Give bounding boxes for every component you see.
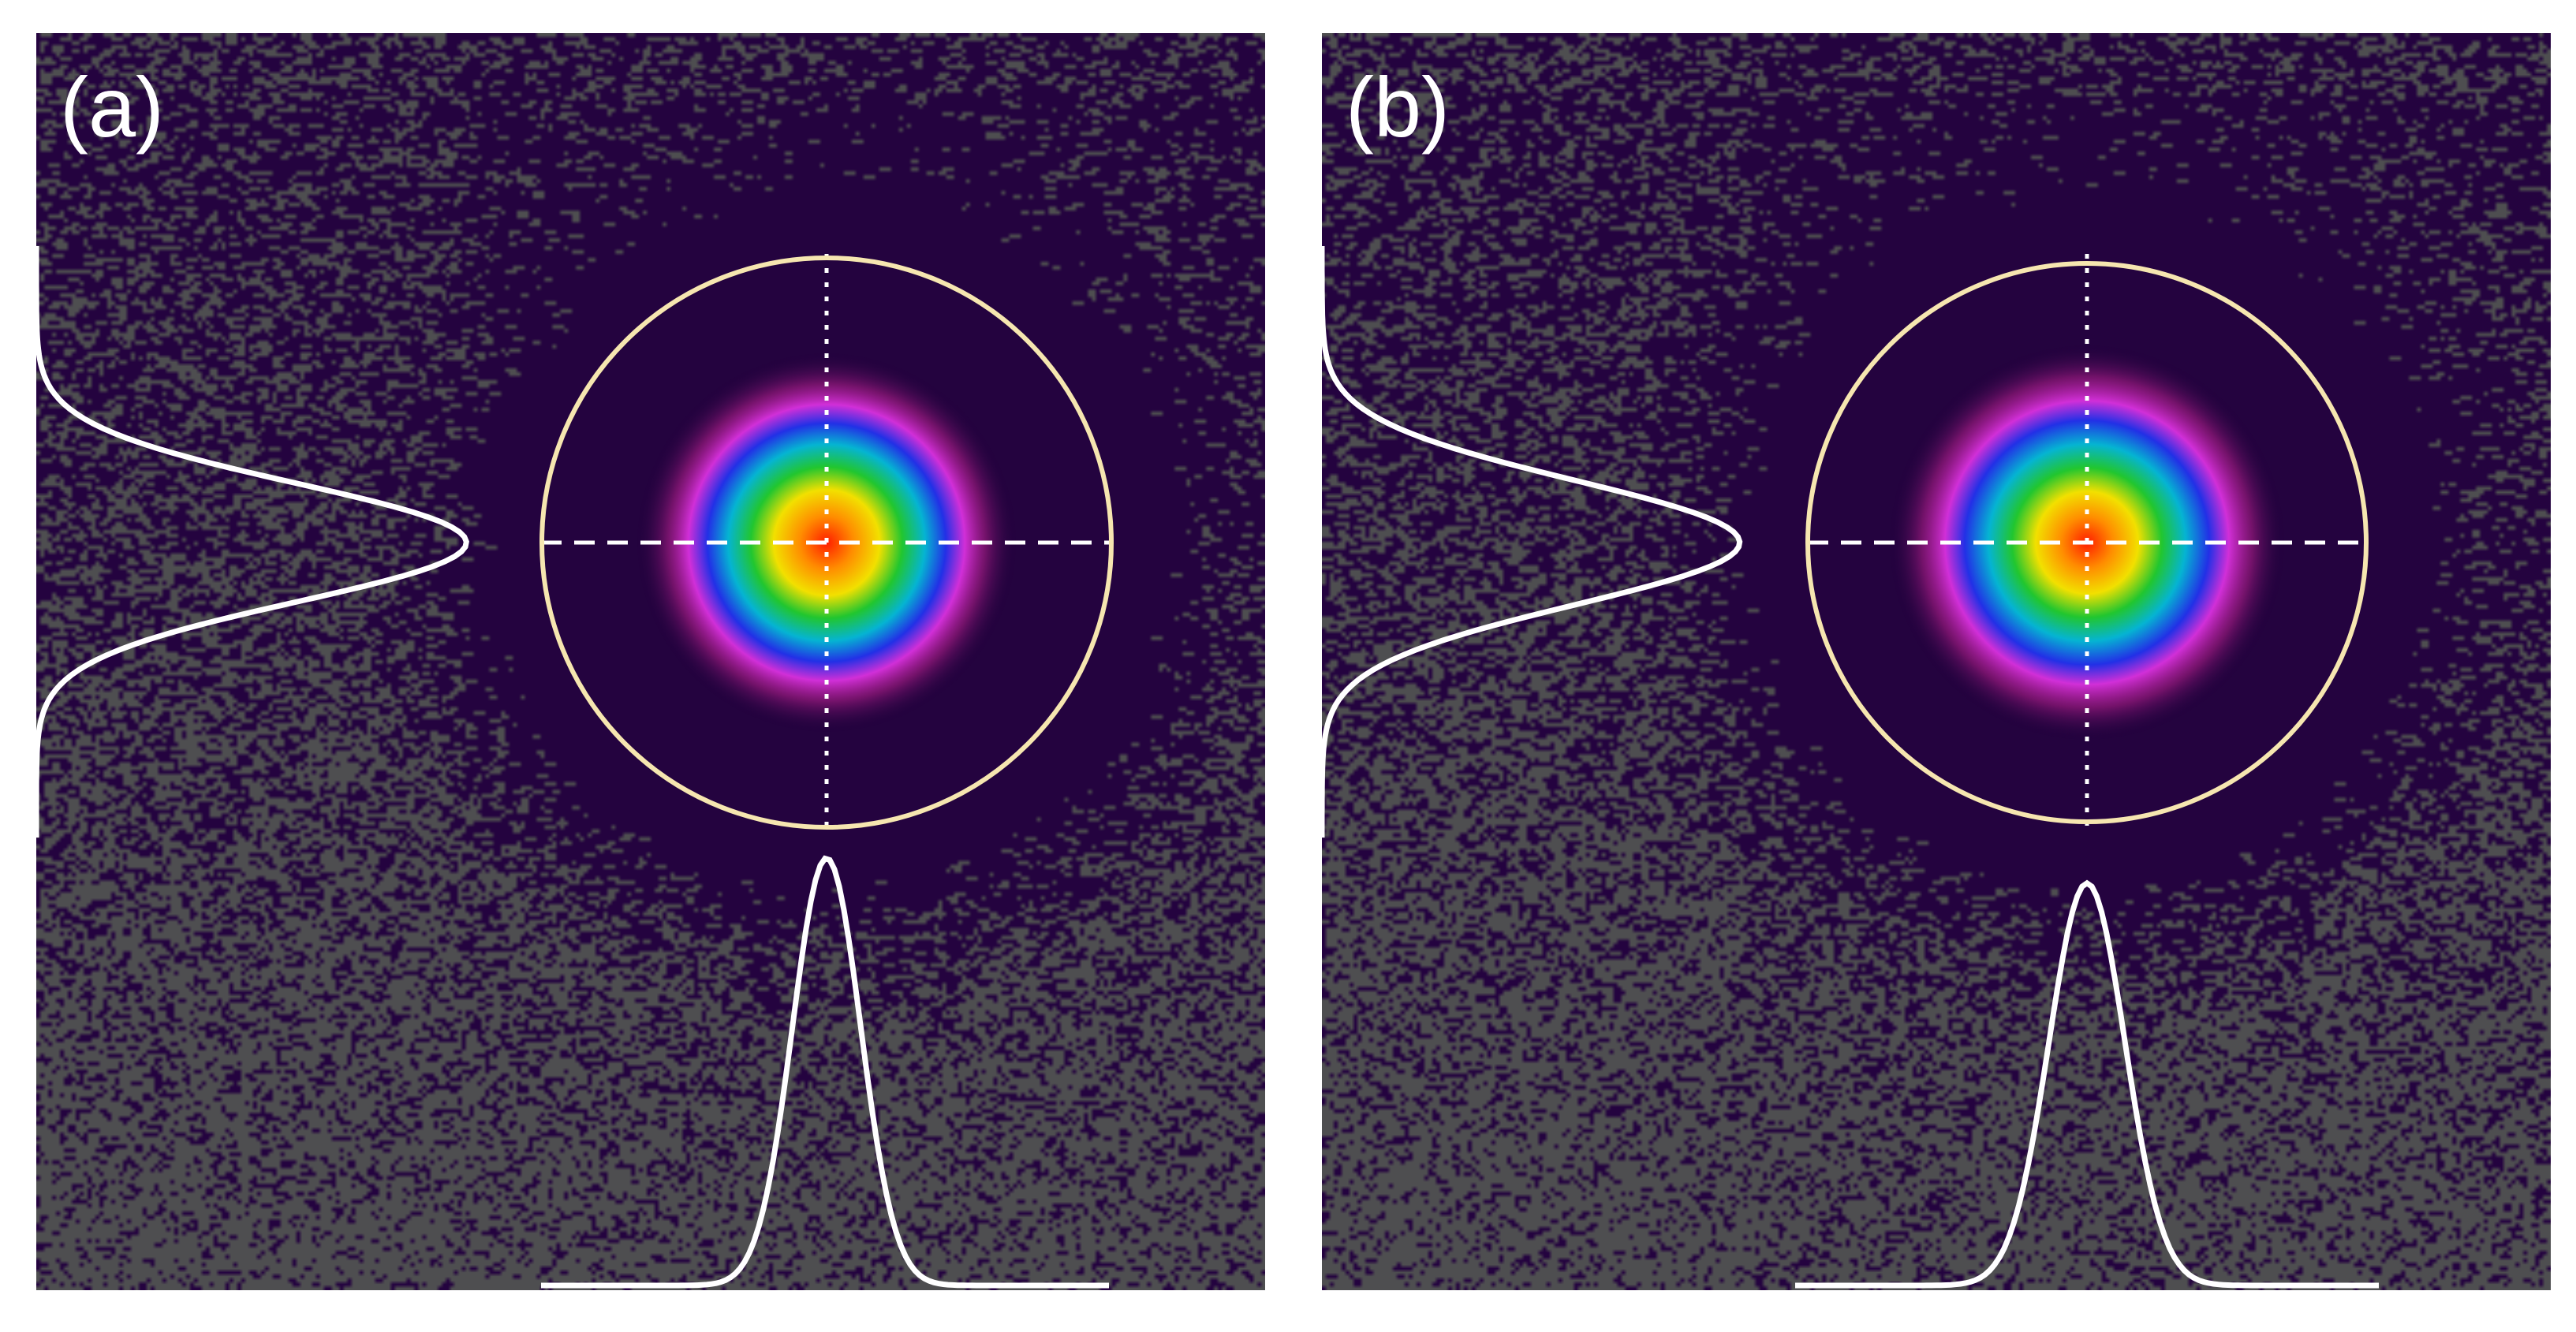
background-noise (36, 33, 1265, 1290)
aperture-circle (539, 256, 1114, 830)
beam-profile-panel-b: (b) (1322, 33, 2551, 1290)
vertical-profile-curve (1322, 246, 1743, 838)
aperture-circle (1805, 261, 2369, 824)
horizontal-profile-curve (1795, 879, 2379, 1289)
panel-label: (b) (1346, 59, 1450, 155)
beam-overlay (36, 246, 1114, 1289)
beam-overlay (1322, 246, 2379, 1289)
vertical-profile-curve (36, 246, 469, 838)
beam-profile-panel-a: (a) (36, 33, 1265, 1290)
horizontal-profile-curve (541, 855, 1109, 1289)
panel-label: (a) (60, 59, 164, 155)
